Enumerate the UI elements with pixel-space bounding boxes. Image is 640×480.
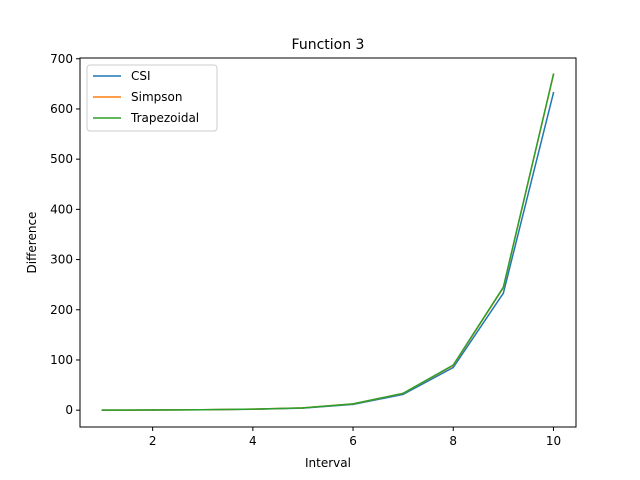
data-point-trapezoidal	[402, 392, 404, 395]
y-tick-label: 400	[50, 202, 73, 216]
data-point-trapezoidal	[101, 409, 104, 411]
data-point-csi	[502, 292, 505, 295]
data-point-csi	[452, 366, 455, 369]
series-line-trapezoidal	[101, 73, 555, 411]
data-point-trapezoidal	[252, 408, 254, 410]
x-tick-label: 8	[449, 434, 457, 448]
y-tick-label: 200	[50, 303, 73, 317]
y-tick-label: 500	[50, 152, 73, 166]
x-axis-label: Interval	[305, 456, 351, 470]
data-point-trapezoidal	[302, 407, 304, 409]
x-tick-label: 2	[149, 434, 157, 448]
x-tick-label: 10	[546, 434, 561, 448]
y-tick-label: 600	[50, 102, 73, 116]
series-layer	[101, 73, 555, 411]
data-point-trapezoidal	[201, 408, 204, 411]
data-point-trapezoidal	[552, 73, 555, 76]
data-point-csi	[552, 92, 555, 94]
y-axis-label: Difference	[25, 212, 39, 274]
legend: CSI Simpson Trapezoidal	[86, 64, 218, 132]
y-tick-label: 100	[50, 353, 73, 367]
legend-label: Trapezoidal	[130, 111, 199, 125]
legend-box	[86, 64, 218, 132]
y-tick-label: 300	[50, 253, 73, 267]
plot-frame	[79, 57, 577, 428]
data-point-trapezoidal	[352, 403, 354, 405]
data-point-trapezoidal	[452, 364, 455, 366]
legend-label: CSI	[131, 69, 151, 83]
data-point-trapezoidal	[502, 286, 505, 288]
x-tick-label: 4	[249, 434, 257, 448]
legend-label: Simpson	[131, 90, 182, 104]
chart-title: Function 3	[292, 37, 365, 53]
y-tick-label: 700	[50, 52, 73, 66]
x-tick-label: 6	[349, 434, 357, 448]
y-tick-label: 0	[65, 403, 73, 417]
data-point-trapezoidal	[151, 409, 154, 411]
